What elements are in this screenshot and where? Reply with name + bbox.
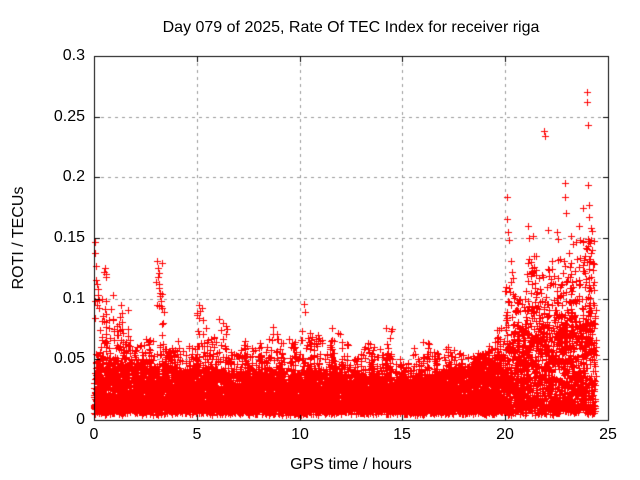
y-tick-label: 0.1	[62, 290, 85, 307]
y-tick-label: 0.2	[62, 168, 85, 185]
chart-title: Day 079 of 2025, Rate Of TEC Index for r…	[162, 19, 540, 36]
x-tick-label: 20	[496, 426, 514, 443]
x-axis-title: GPS time / hours	[290, 456, 412, 473]
y-tick-label: 0	[76, 411, 85, 428]
y-tick-label: 0.3	[62, 47, 85, 64]
x-tick-label: 25	[599, 426, 617, 443]
y-tick-label: 0.05	[53, 350, 85, 367]
x-tick-label: 10	[291, 426, 309, 443]
x-tick-label: 15	[393, 426, 411, 443]
y-tick-label: 0.25	[53, 108, 85, 125]
x-tick-label: 0	[89, 426, 99, 443]
y-tick-label: 0.15	[53, 229, 85, 246]
x-tick-label: 5	[192, 426, 202, 443]
